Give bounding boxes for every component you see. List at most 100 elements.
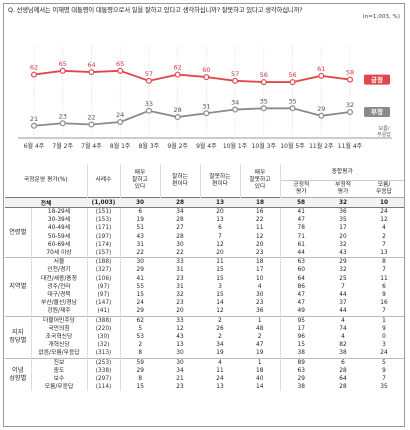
row-value: 30 [160,357,200,367]
row-value: 36 [322,207,364,217]
row-value: 12 [216,241,224,248]
row-value: 34 [160,207,200,217]
row-category: 국민의힘 [31,324,88,334]
data-point-positive [260,79,267,86]
row-value: 7 [218,233,222,240]
line-chart: 62 65 64 65 57 62 60 57 56 56 61 58 긍정 21 23 22 24 33 28 31… [18,46,392,150]
row-value: 3 [218,283,222,290]
row-value: 22 [176,250,184,257]
row-category: 없음/모름/무응답 [31,349,88,359]
row-value: 16 [380,300,388,307]
row-value: 5 [364,357,404,367]
data-label-negative: 32 [346,101,354,109]
table-row: 조국혁신당 (30) 53 43 2 2 96 4 0 [5,333,404,342]
row-value: 44 [297,250,305,257]
header-c2: 잘하는 편이다 [160,164,201,198]
row-sample-size: (157) [87,249,121,258]
results-table: 국정운영 평가(%) 사례수 매우 잘하고 있다 잘하는 편이다 잘못하는 편이다 매우 잘못하고 있… [5,164,404,392]
row-value: 30 [176,241,184,248]
row-value: 18 [240,257,281,267]
x-tick-label: 10월 5주 [280,142,305,150]
group-label: 연령별 [5,206,32,258]
row-category: 인천/경기 [31,266,88,275]
table-row: 연령별 18-29세 (151) 6 34 20 16 41 36 24 [5,206,404,258]
row-value: 12 [216,308,224,315]
row-value: 4 [240,282,281,292]
row-value: 12 [380,217,388,224]
table-row: 모름/무응답 (114) 15 23 13 14 38 28 35 [5,383,404,392]
header-summary: 종합평가 [280,164,404,181]
row-sample-size: (388) [87,315,121,325]
row-value: 9 [382,292,386,299]
row-value: 41 [280,207,322,217]
data-point-positive [145,77,152,84]
row-value: 13 [176,342,184,349]
data-label-positive: 56 [260,71,268,79]
row-value: 5 [138,325,143,332]
row-value: 64 [339,376,347,383]
row-value: 38 [297,350,305,357]
data-point-positive [203,74,210,81]
row-value: 47 [297,300,305,307]
row-sample-size: (188) [87,257,121,267]
row-value: 33 [160,257,200,267]
data-point-negative [31,122,38,129]
data-label-negative: 34 [231,99,239,107]
table-row: 부산/울산/경남 (147) 24 23 14 23 47 37 16 [5,299,404,308]
data-label-negative: 24 [116,111,124,119]
row-value: 28 [176,233,184,240]
row-sample-size: (106) [87,274,121,283]
row-value: 18 [240,366,281,376]
data-point-negative [232,106,239,113]
row-value: 38 [297,384,305,391]
row-value: 34 [176,367,184,374]
row-value: 55 [136,283,144,290]
row-category: 30-39세 [31,216,88,225]
series-line-negative [33,107,351,127]
row-sample-size: (253) [87,357,121,367]
x-tick-label: 11월 4주 [338,142,363,150]
row-category: 50-59세 [31,232,88,241]
row-category: 조국혁신당 [31,333,88,342]
row-category: 18-29세 [31,207,88,217]
row-value: 59 [120,357,160,367]
data-point-positive [318,72,325,79]
row-value: 47 [240,341,281,350]
data-label-positive: 57 [231,70,239,78]
row-value: 15 [136,292,144,299]
data-label-positive: 62 [30,64,38,72]
row-sample-size: (30) [87,333,121,342]
total-value: 30 [120,197,160,208]
data-label-positive: 62 [173,64,181,72]
row-value: 27 [176,225,184,232]
row-value: 1 [364,315,404,325]
table-row: 이념 성향별 진보 (253) 59 30 4 1 89 6 5 [5,357,404,392]
row-value: 30 [240,291,281,300]
row-value: 8 [364,257,404,267]
row-value: 43 [339,250,347,257]
row-value: 29 [136,367,144,374]
data-point-positive [232,77,239,84]
data-label-positive: 58 [346,69,354,77]
legend-label-positive: 긍정 [371,75,383,84]
table-row: 지역별 서울 (188) 30 33 11 18 63 29 8 [5,257,404,317]
table-row: 50-59세 (197) 43 28 7 12 71 20 2 [5,232,404,241]
total-value: 32 [322,197,364,208]
row-category: 60-69세 [31,240,88,250]
row-category: 광주/전라 [31,282,88,292]
row-value: 2 [200,315,240,325]
total-label: 전체 [5,197,87,208]
group-label: 지역별 [5,257,32,317]
x-tick-label: 8월 3주 [139,142,160,150]
row-value: 12 [176,325,184,332]
header-c6: 부정적 평가 [322,180,364,198]
data-point-negative [318,112,325,119]
row-sample-size: (32) [87,341,121,350]
table-row: 대구/경북 (97) 15 32 15 30 47 44 9 [5,291,404,300]
row-value: 22 [136,250,144,257]
row-value: 95 [280,315,322,325]
row-value: 53 [136,334,144,341]
x-tick-label: 8월 1주 [110,142,131,150]
row-category: 40-49세 [31,224,88,233]
row-value: 6 [322,357,364,367]
